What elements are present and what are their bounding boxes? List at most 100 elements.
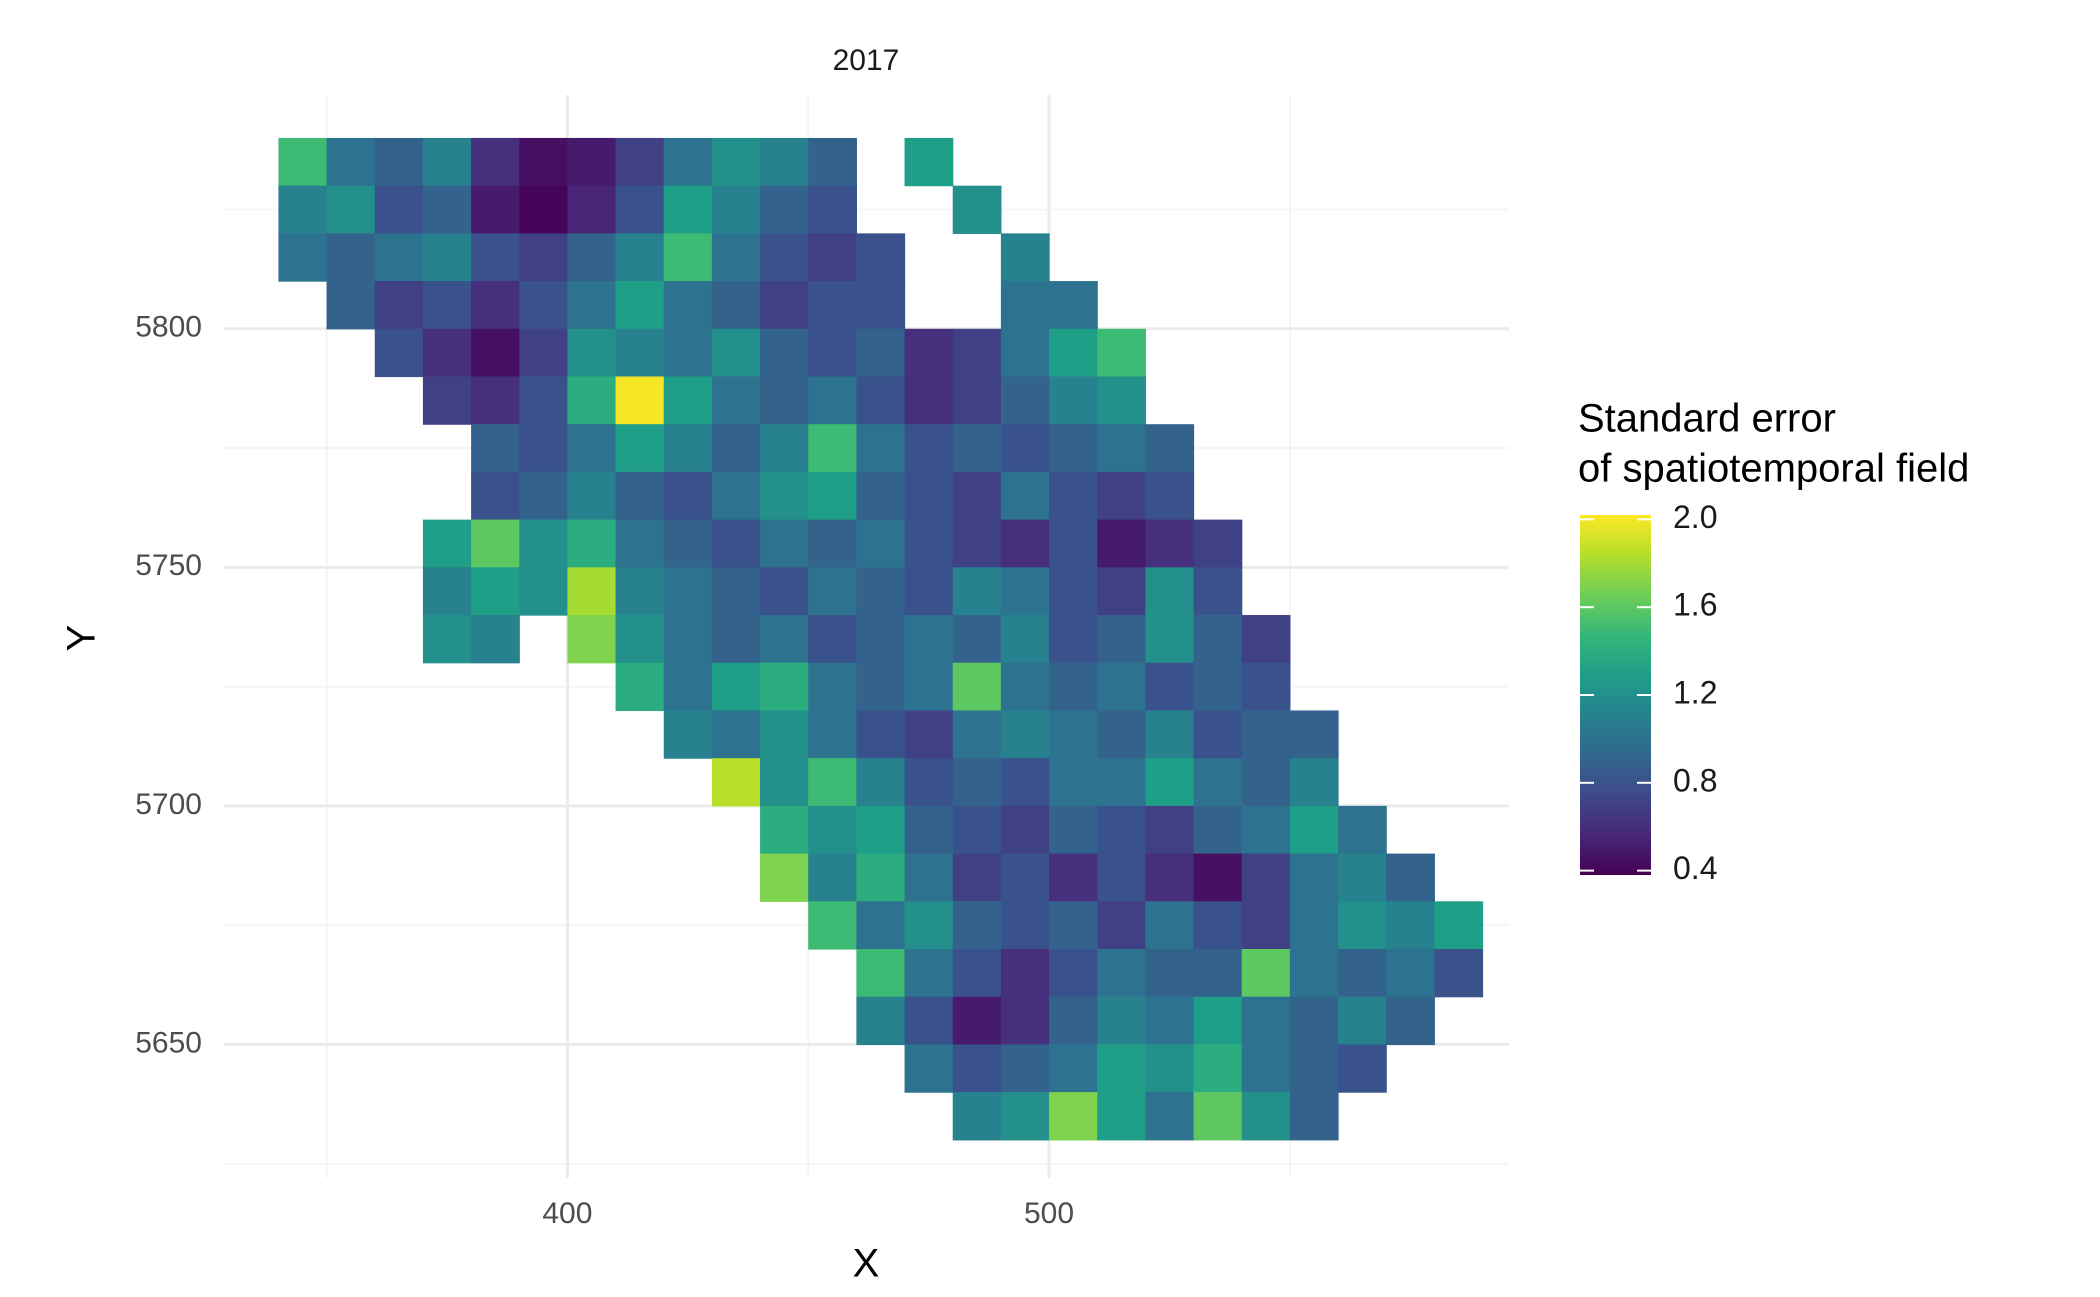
raster-cell — [422, 137, 472, 187]
raster-cell — [471, 567, 520, 616]
raster-cell — [326, 185, 376, 234]
raster-cell — [1193, 758, 1243, 807]
raster-cell — [326, 281, 376, 330]
raster-cell — [1097, 424, 1146, 473]
raster-cell — [856, 519, 906, 568]
raster-cell — [615, 137, 665, 187]
colorbar-label: 1.2 — [1673, 674, 1717, 710]
raster-cell — [615, 567, 665, 616]
raster-cell — [808, 615, 857, 664]
raster-cell — [952, 805, 1002, 855]
raster-cell — [663, 424, 713, 473]
raster-cell — [1338, 901, 1387, 950]
raster-cell — [1386, 996, 1435, 1046]
raster-cell — [952, 710, 1002, 759]
raster-cell — [904, 519, 954, 568]
raster-cell — [904, 996, 954, 1046]
raster-cell — [1241, 901, 1291, 950]
raster-cell — [471, 185, 520, 234]
raster-cell — [856, 662, 906, 712]
raster-cell — [471, 424, 520, 473]
colorbar-label: 0.8 — [1673, 762, 1717, 798]
raster-cell — [1241, 996, 1291, 1046]
raster-cell — [1097, 615, 1146, 664]
raster-cell — [1049, 996, 1098, 1046]
raster-cell — [615, 519, 665, 568]
raster-cell — [1289, 853, 1339, 902]
y-tick-label: 5750 — [135, 549, 202, 582]
raster-cell — [1289, 996, 1339, 1046]
raster-cell — [1289, 805, 1339, 855]
raster-cell — [711, 615, 761, 664]
raster-cell — [1145, 758, 1195, 807]
raster-cell — [952, 376, 1002, 425]
raster-cell — [615, 424, 665, 473]
raster-cell — [904, 853, 954, 902]
raster-cell — [1289, 1092, 1339, 1141]
raster-cell — [567, 567, 617, 616]
raster-cell — [904, 328, 954, 378]
raster-cell — [1145, 901, 1195, 950]
raster-cell — [711, 424, 761, 473]
chart-title: 2017 — [833, 44, 900, 77]
raster-cell — [567, 519, 617, 568]
raster-cell — [856, 471, 906, 521]
raster-cell — [856, 805, 906, 855]
raster-cell — [1049, 710, 1098, 759]
raster-cell — [760, 710, 809, 759]
raster-cell — [374, 233, 424, 282]
raster-cell — [952, 471, 1002, 521]
raster-cell — [760, 615, 809, 664]
raster-cell — [1193, 805, 1243, 855]
raster-cell — [1097, 948, 1146, 998]
raster-cell — [663, 137, 713, 187]
raster-cell — [760, 471, 809, 521]
raster-cell — [663, 471, 713, 521]
raster-cell — [760, 758, 809, 807]
raster-cell — [278, 137, 328, 187]
raster-cell — [1241, 805, 1291, 855]
raster-cell — [519, 185, 569, 234]
raster-cell — [760, 137, 809, 187]
raster-cell — [1241, 758, 1291, 807]
raster-cell — [1049, 1092, 1098, 1141]
raster-cell — [711, 137, 761, 187]
raster-cell — [1097, 1092, 1146, 1141]
raster-cell — [856, 948, 906, 998]
raster-cell — [808, 376, 857, 425]
raster-cell — [1338, 853, 1387, 902]
raster-cell — [1193, 853, 1243, 902]
raster-cell — [1000, 471, 1050, 521]
raster-cell — [1145, 471, 1195, 521]
raster-cell — [1049, 758, 1098, 807]
raster-cell — [952, 758, 1002, 807]
raster-cell — [904, 901, 954, 950]
raster-cell — [1097, 710, 1146, 759]
raster-cell — [856, 853, 906, 902]
raster-cell — [808, 567, 857, 616]
raster-cell — [615, 662, 665, 712]
raster-cell — [760, 662, 809, 712]
raster-cell — [808, 185, 857, 234]
raster-cell — [1241, 1044, 1291, 1093]
raster-cell — [1241, 948, 1291, 998]
raster-cell — [904, 471, 954, 521]
raster-cell — [278, 185, 328, 234]
raster-cell — [1097, 519, 1146, 568]
raster-cell — [1000, 424, 1050, 473]
raster-cell — [904, 376, 954, 425]
raster-cell — [1000, 710, 1050, 759]
raster-cell — [1145, 662, 1195, 712]
raster-cell — [904, 615, 954, 664]
y-axis-title: Y — [60, 625, 104, 652]
raster-cell — [1434, 948, 1484, 998]
raster-cell — [711, 185, 761, 234]
raster-cell — [615, 376, 665, 425]
raster-cell — [567, 328, 617, 378]
raster-cell — [519, 137, 569, 187]
raster-cell — [567, 233, 617, 282]
raster-cell — [1145, 519, 1195, 568]
raster-cell — [856, 328, 906, 378]
raster-cell — [1289, 710, 1339, 759]
raster-cell — [856, 376, 906, 425]
